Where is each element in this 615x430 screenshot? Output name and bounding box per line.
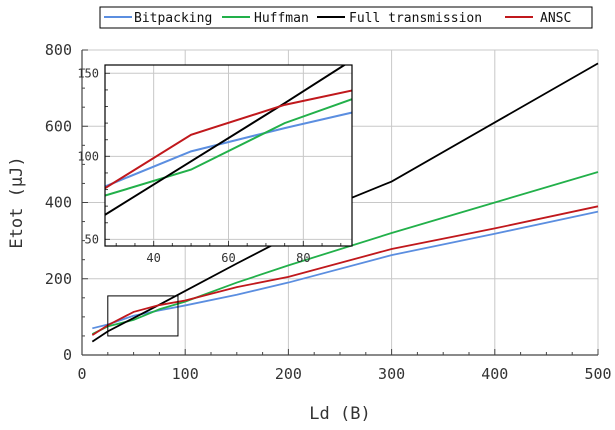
y-axis-title: Etot (µJ) — [7, 156, 27, 248]
legend-label: ANSC — [540, 11, 571, 26]
legend-label: Huffman — [254, 11, 309, 26]
series-line — [91, 205, 599, 336]
x-axis-title: Ld (B) — [309, 404, 370, 424]
inset-plot-area: 40 60 80 50 100 150 — [77, 64, 353, 265]
x-tick-label: 500 — [584, 365, 611, 383]
inset-x-tick-label: 80 — [296, 251, 310, 265]
inset-y-tick-label: 150 — [77, 66, 99, 80]
x-tick-label: 100 — [172, 365, 199, 383]
main-plot-area: 0 100 200 300 400 500 0 200 400 600 800 Ld (B) Etot … — [7, 41, 612, 424]
inset-frame — [104, 64, 353, 247]
series-line — [91, 171, 599, 335]
legend-label: Bitpacking — [134, 11, 212, 26]
y-tick-label: 200 — [45, 270, 72, 288]
inset-series-line — [105, 111, 352, 188]
x-tick-label: 200 — [275, 365, 302, 383]
legend-box — [99, 6, 593, 29]
x-tick-label: 300 — [378, 365, 405, 383]
zoom-region-box — [107, 295, 179, 337]
series-line — [92, 210, 599, 330]
legend-label: Full transmission — [349, 11, 482, 26]
y-tick-label: 600 — [45, 117, 72, 135]
y-tick-label: 800 — [45, 41, 72, 59]
y-tick-label: 0 — [63, 346, 72, 364]
inset-series-line — [105, 65, 347, 216]
inset-x-tick-label: 60 — [221, 251, 235, 265]
y-tick-label: 400 — [45, 194, 72, 212]
inset-series-line — [105, 98, 352, 197]
inset-x-tick-label: 40 — [146, 251, 160, 265]
inset-series-group — [105, 65, 352, 216]
inset-series-line — [105, 89, 352, 190]
x-tick-label: 0 — [77, 365, 86, 383]
inset-y-tick-label: 50 — [85, 232, 99, 246]
series-line — [91, 62, 599, 343]
inset-y-tick-label: 100 — [77, 149, 99, 163]
x-tick-label: 400 — [481, 365, 508, 383]
legend: Bitpacking Huffman Full transmission ANSC — [99, 6, 593, 29]
